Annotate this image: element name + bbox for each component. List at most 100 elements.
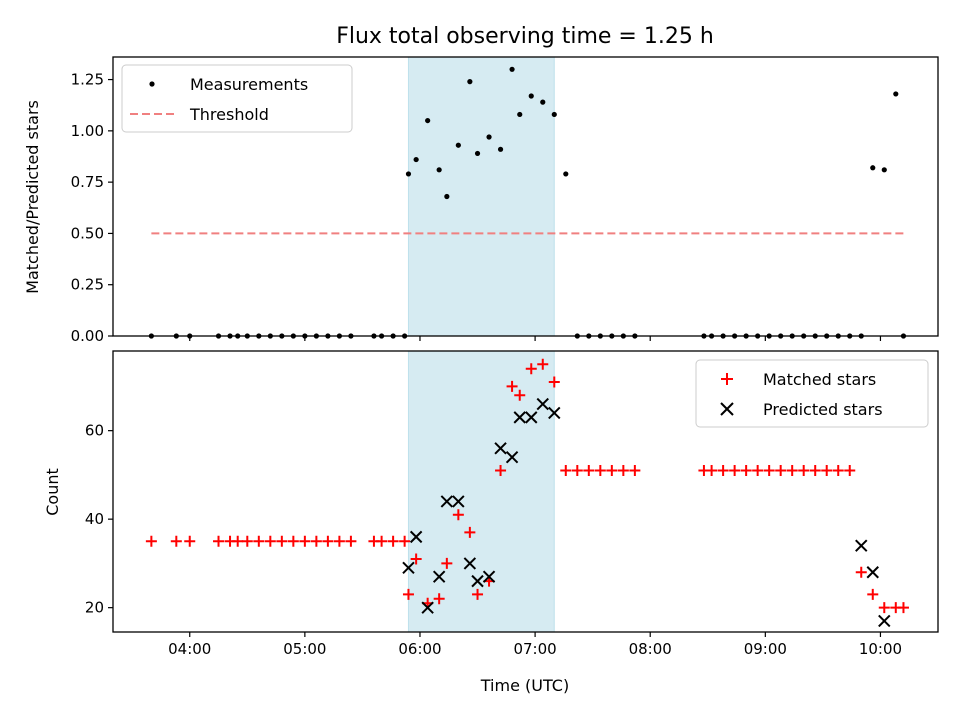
matched-star-point bbox=[821, 464, 833, 476]
bottom-x-axis-label: Time (UTC) bbox=[480, 676, 569, 695]
matched-star-point bbox=[213, 535, 225, 547]
matched-star-point bbox=[276, 535, 288, 547]
measurement-point bbox=[563, 171, 569, 177]
legend-matched-marker bbox=[721, 373, 733, 385]
measurement-point bbox=[870, 165, 876, 171]
bottom-panel: 20 40 60 04:00 05:00 06:00 07:00 08:00 09:00 10:… bbox=[43, 350, 939, 695]
measurement-point bbox=[517, 111, 523, 118]
matched-star-point bbox=[145, 535, 157, 547]
predicted-star-point bbox=[402, 561, 415, 575]
measurement-point bbox=[405, 171, 412, 177]
predicted-star-point bbox=[505, 450, 519, 464]
predicted-star-point bbox=[471, 574, 484, 588]
bottom-legend: Matched stars Predicted stars bbox=[695, 359, 929, 428]
top-legend-box bbox=[121, 64, 353, 133]
matched-star-point bbox=[287, 535, 299, 547]
measurement-point bbox=[413, 156, 419, 163]
measurement-point bbox=[436, 167, 442, 173]
matched-star-point bbox=[786, 464, 798, 476]
matched-star-point bbox=[832, 464, 844, 476]
matched-star-point bbox=[402, 588, 414, 600]
predicted-star-point bbox=[421, 601, 434, 614]
bottom-plot-frame bbox=[112, 350, 939, 633]
predicted-star-point bbox=[536, 397, 549, 411]
matched-star-point bbox=[717, 464, 729, 476]
matched-star-point bbox=[752, 464, 764, 476]
predicted-star-point bbox=[866, 566, 879, 579]
matched-star-point bbox=[241, 535, 253, 547]
measurement-point bbox=[467, 79, 473, 85]
measurement-point bbox=[425, 117, 431, 124]
predicted-star-point bbox=[548, 406, 561, 420]
predicted-star-point bbox=[513, 411, 526, 424]
matched-star-point bbox=[606, 464, 618, 476]
matched-star-point bbox=[441, 557, 453, 569]
matched-star-point bbox=[506, 380, 518, 392]
matched-star-point bbox=[867, 588, 879, 600]
matched-star-point bbox=[452, 509, 464, 521]
predicted-star-point bbox=[432, 570, 446, 583]
bottom-legend-box bbox=[695, 359, 929, 428]
matched-star-point bbox=[629, 464, 641, 476]
measurement-point bbox=[497, 146, 504, 152]
measurement-point bbox=[540, 99, 546, 105]
matched-star-point bbox=[184, 535, 196, 547]
y-tick-label: 0.25 bbox=[71, 276, 104, 294]
matched-star-point bbox=[433, 593, 445, 605]
matched-star-point bbox=[333, 535, 345, 547]
matched-star-point bbox=[495, 464, 507, 476]
measurement-point bbox=[444, 193, 450, 200]
predicted-star-point bbox=[463, 557, 477, 570]
y-tick-label: 40 bbox=[85, 510, 104, 528]
matched-star-point bbox=[387, 535, 399, 547]
measurement-point bbox=[455, 142, 461, 148]
matched-star-point bbox=[514, 389, 526, 401]
y-tick-label: 1.00 bbox=[71, 122, 104, 140]
matched-star-point bbox=[525, 363, 537, 375]
matched-star-point bbox=[897, 602, 909, 614]
matched-star-point bbox=[537, 358, 549, 370]
matched-star-point bbox=[763, 464, 775, 476]
measurement-point bbox=[486, 134, 492, 140]
predicted-star-point bbox=[878, 614, 891, 628]
predicted-star-point bbox=[525, 411, 538, 424]
predicted-star-point bbox=[482, 570, 496, 583]
x-tick-label: 05:00 bbox=[283, 640, 326, 658]
y-tick-label: 0.00 bbox=[71, 327, 104, 345]
x-tick-label: 08:00 bbox=[629, 640, 672, 658]
legend-matched-label: Matched stars bbox=[763, 370, 876, 389]
matched-star-point bbox=[740, 464, 752, 476]
matched-star-point bbox=[548, 376, 560, 388]
matched-star-point bbox=[322, 535, 334, 547]
matched-star-point bbox=[855, 566, 867, 578]
predicted-star-point bbox=[440, 495, 454, 508]
measurement-point bbox=[509, 66, 515, 72]
matched-star-point bbox=[310, 535, 322, 547]
matched-star-point bbox=[571, 464, 583, 476]
matched-star-point bbox=[410, 553, 422, 565]
x-tick-label: 07:00 bbox=[513, 640, 556, 658]
legend-measurements-label: Measurements bbox=[190, 75, 308, 94]
chart-title: Flux total observing time = 1.25 h bbox=[336, 24, 714, 49]
y-tick-label: 0.50 bbox=[71, 224, 104, 242]
measurement-point bbox=[528, 93, 534, 99]
y-tick-label: 1.25 bbox=[71, 71, 104, 89]
matched-star-point bbox=[464, 526, 476, 538]
matched-star-point bbox=[594, 464, 606, 476]
matched-star-point bbox=[472, 588, 484, 600]
matched-star-point bbox=[232, 535, 244, 547]
bottom-shaded-interval bbox=[407, 350, 555, 633]
bottom-y-ticks: 20 40 60 bbox=[85, 422, 113, 617]
legend-predicted-label: Predicted stars bbox=[763, 400, 883, 419]
matched-star-point bbox=[809, 464, 821, 476]
matched-star-point bbox=[253, 535, 265, 547]
top-shaded-interval bbox=[407, 56, 555, 337]
top-y-axis-label: Matched/Predicted stars bbox=[23, 100, 42, 294]
matched-star-point bbox=[170, 535, 182, 547]
predicted-star-point bbox=[494, 442, 507, 455]
predicted-star-point bbox=[855, 539, 868, 552]
top-y-ticks: 0.00 0.25 0.50 0.75 1.00 1.25 bbox=[71, 71, 113, 345]
matched-star-point bbox=[376, 535, 388, 547]
matched-star-point bbox=[399, 535, 411, 547]
top-plot-frame bbox=[112, 56, 939, 337]
